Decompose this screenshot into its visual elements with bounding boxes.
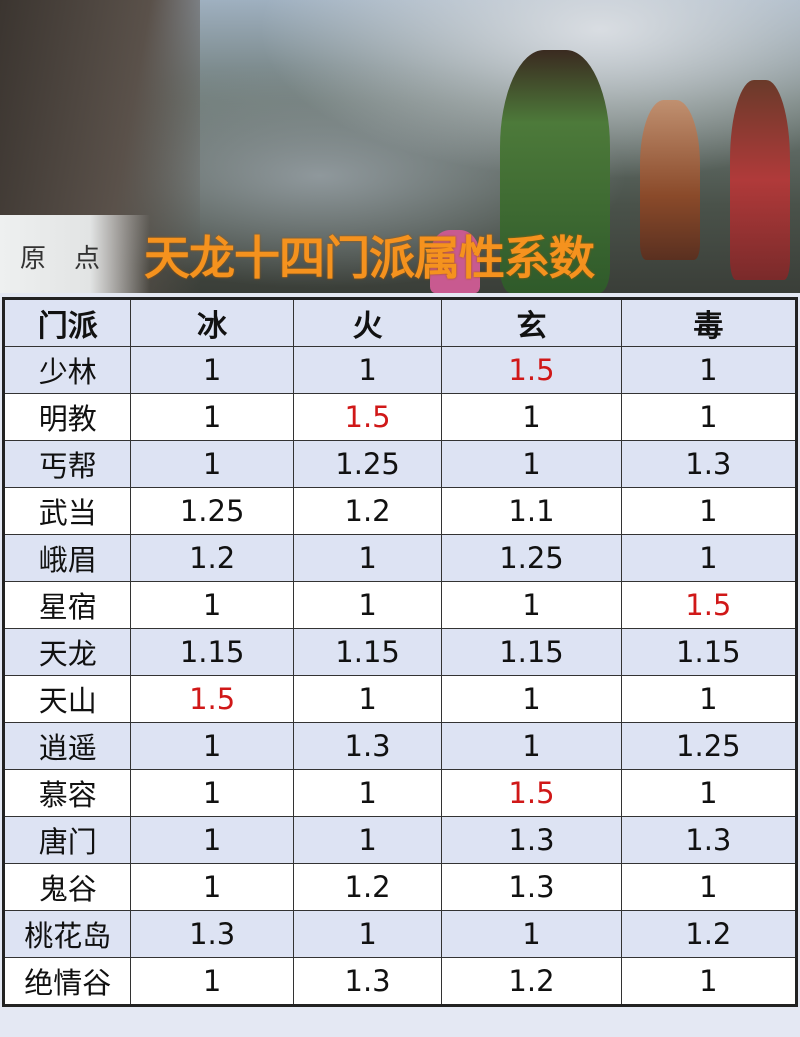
sect-name: 星宿 — [2, 581, 132, 629]
sect-name: 武当 — [2, 487, 132, 535]
character-red-dress — [730, 80, 790, 280]
table-row: 天山 1.5 1 1 1 — [2, 675, 798, 723]
coefficient-cell: 1 — [130, 863, 294, 911]
coefficient-cell: 1 — [292, 534, 443, 582]
coefficient-cell: 1 — [130, 581, 294, 629]
table-row: 峨眉 1.2 1 1.25 1 — [2, 534, 798, 582]
sect-name: 峨眉 — [2, 534, 132, 582]
sect-name: 天山 — [2, 675, 132, 723]
coefficient-cell: 1 — [292, 910, 443, 958]
coefficient-cell: 1.2 — [130, 534, 294, 582]
coefficient-cell: 1.5 — [441, 769, 622, 817]
coefficient-cell: 1.25 — [620, 722, 798, 770]
coefficient-cell: 1 — [441, 393, 622, 441]
coefficient-cell: 1 — [620, 675, 798, 723]
coefficient-cell: 1 — [441, 675, 622, 723]
coefficient-cell: 1.15 — [292, 628, 443, 676]
sect-name: 天龙 — [2, 628, 132, 676]
coefficient-cell: 1 — [441, 440, 622, 488]
table-row: 星宿 1 1 1 1.5 — [2, 581, 798, 629]
coefficient-cell: 1.1 — [441, 487, 622, 535]
sect-name: 唐门 — [2, 816, 132, 864]
coefficient-cell: 1.15 — [130, 628, 294, 676]
coefficient-cell: 1.3 — [620, 816, 798, 864]
table-row: 天龙 1.15 1.15 1.15 1.15 — [2, 628, 798, 676]
coefficient-cell: 1.2 — [292, 863, 443, 911]
coefficient-cell: 1 — [620, 393, 798, 441]
table-row: 逍遥 1 1.3 1 1.25 — [2, 722, 798, 770]
coefficient-cell: 1.2 — [441, 957, 622, 1006]
header-ice: 冰 — [130, 298, 294, 347]
coefficient-cell: 1.25 — [441, 534, 622, 582]
coefficient-cell: 1.15 — [620, 628, 798, 676]
table-row: 绝情谷 1 1.3 1.2 1 — [2, 957, 798, 1006]
coefficient-cell: 1 — [441, 581, 622, 629]
coefficient-cell: 1 — [620, 769, 798, 817]
header-sect: 门派 — [2, 298, 132, 347]
coefficient-cell: 1 — [441, 910, 622, 958]
coefficient-cell: 1.25 — [292, 440, 443, 488]
coefficient-cell: 1 — [292, 816, 443, 864]
header-fire: 火 — [292, 298, 443, 347]
coefficient-cell: 1.3 — [292, 722, 443, 770]
character-monk — [640, 100, 700, 260]
coefficient-cell: 1 — [130, 769, 294, 817]
sect-name: 少林 — [2, 346, 132, 394]
coefficient-cell: 1 — [292, 675, 443, 723]
table-row: 慕容 1 1 1.5 1 — [2, 769, 798, 817]
coefficient-cell: 1 — [620, 863, 798, 911]
table-row: 桃花岛 1.3 1 1 1.2 — [2, 910, 798, 958]
coefficient-cell: 1 — [292, 769, 443, 817]
header-poison: 毒 — [620, 298, 798, 347]
coefficient-cell: 1 — [130, 816, 294, 864]
coefficient-cell: 1 — [292, 581, 443, 629]
coefficient-cell: 1.15 — [441, 628, 622, 676]
coefficient-cell: 1 — [130, 393, 294, 441]
table-row: 唐门 1 1 1.3 1.3 — [2, 816, 798, 864]
coefficient-cell: 1.2 — [620, 910, 798, 958]
sect-name: 慕容 — [2, 769, 132, 817]
coefficient-cell: 1 — [130, 722, 294, 770]
coefficient-cell: 1.3 — [130, 910, 294, 958]
sect-name: 明教 — [2, 393, 132, 441]
header-mystic: 玄 — [441, 298, 622, 347]
sect-name: 绝情谷 — [2, 957, 132, 1006]
coefficient-cell: 1.5 — [441, 346, 622, 394]
coefficient-cell: 1.5 — [292, 393, 443, 441]
coefficient-cell: 1.3 — [441, 863, 622, 911]
page-title: 天龙十四门派属性系数 — [144, 231, 595, 285]
banner-image: 原点 天龙十四门派属性系数 — [0, 0, 800, 293]
sect-name: 逍遥 — [2, 722, 132, 770]
coefficient-cell: 1.3 — [441, 816, 622, 864]
coefficient-cell: 1 — [292, 346, 443, 394]
coefficient-cell: 1 — [130, 440, 294, 488]
sect-name: 丐帮 — [2, 440, 132, 488]
ink-brush-decoration — [0, 215, 150, 293]
table-row: 明教 1 1.5 1 1 — [2, 393, 798, 441]
coefficient-cell: 1 — [620, 346, 798, 394]
coefficient-cell: 1 — [620, 957, 798, 1006]
character-pink — [430, 230, 480, 293]
coefficient-cell: 1 — [620, 534, 798, 582]
coefficient-cell: 1 — [441, 722, 622, 770]
sect-name: 桃花岛 — [2, 910, 132, 958]
coefficient-cell: 1.5 — [130, 675, 294, 723]
coefficient-cell: 1 — [130, 957, 294, 1006]
table-row: 少林 1 1 1.5 1 — [2, 346, 798, 394]
sect-name: 鬼谷 — [2, 863, 132, 911]
table-row: 丐帮 1 1.25 1 1.3 — [2, 440, 798, 488]
coefficient-cell: 1.25 — [130, 487, 294, 535]
coefficient-cell: 1 — [130, 346, 294, 394]
table-row: 武当 1.25 1.2 1.1 1 — [2, 487, 798, 535]
character-green-robe — [500, 50, 610, 293]
header-row: 门派 冰 火 玄 毒 — [2, 298, 798, 347]
coefficient-cell: 1.5 — [620, 581, 798, 629]
coefficient-cell: 1 — [620, 487, 798, 535]
attribute-table: 门派 冰 火 玄 毒 少林 1 1 1.5 1 明教 1 1.5 1 1 丐帮 1 1.25 1 1.3 武当… — [2, 297, 798, 1007]
coefficient-cell: 1.2 — [292, 487, 443, 535]
coefficient-cell: 1.3 — [620, 440, 798, 488]
table-row: 鬼谷 1 1.2 1.3 1 — [2, 863, 798, 911]
logo: 原点 — [20, 244, 129, 274]
coefficient-cell: 1.3 — [292, 957, 443, 1006]
